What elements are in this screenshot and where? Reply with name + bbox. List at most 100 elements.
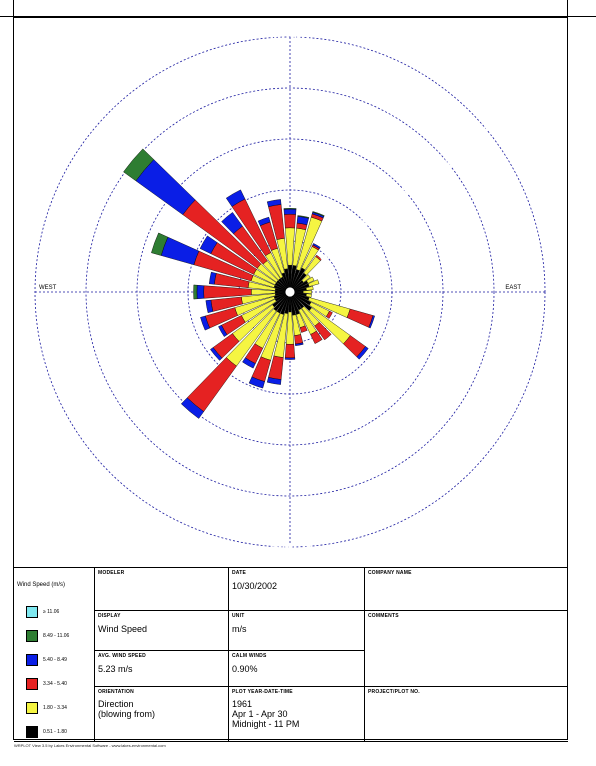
rose-segment <box>283 208 297 215</box>
plot-year-label: PLOT YEAR-DATE-TIME <box>232 689 293 695</box>
display-value: Wind Speed <box>98 624 148 634</box>
legend-swatch <box>26 654 38 666</box>
date-cell: DATE 10/30/2002 <box>228 568 364 611</box>
comments-label: COMMENTS <box>368 613 399 619</box>
calm-value: 0.90% <box>232 664 258 674</box>
rose-axes <box>35 37 545 547</box>
rose-segment <box>284 343 296 359</box>
plot-year-cell: PLOT YEAR-DATE-TIME 1961 Apr 1 - Apr 30 … <box>228 687 364 742</box>
rose-segment <box>180 397 204 419</box>
rose-segment <box>205 299 214 313</box>
rose-segment <box>310 330 323 344</box>
ring-label-5: 15% <box>477 122 506 138</box>
rose-segment <box>368 315 375 329</box>
rose-segment <box>302 290 312 294</box>
rose-segment <box>266 377 282 385</box>
legend-swatch <box>26 630 38 642</box>
rose-segment <box>307 279 320 287</box>
rose-segment <box>221 212 243 235</box>
ring-label-2: 6% <box>360 216 381 232</box>
modeler-label: MODELER <box>98 570 125 576</box>
legend-swatch <box>26 606 38 618</box>
rose-segment <box>225 189 246 207</box>
legend-item: 8.49 - 11.06 <box>26 630 96 644</box>
legend-swatch <box>26 726 38 738</box>
rose-segment <box>257 216 271 226</box>
date-label: DATE <box>232 570 247 576</box>
orientation-line2: (blowing from) <box>98 709 156 719</box>
legend-item: 5.40 - 8.49 <box>26 654 96 668</box>
rose-segment <box>301 274 311 283</box>
rose-segment <box>312 243 321 250</box>
legend-label: ≥ 11.06 <box>43 609 60 615</box>
legend-label: 5.40 - 8.49 <box>43 657 67 663</box>
rose-segment <box>312 211 325 217</box>
direction-label-south: South <box>269 538 312 555</box>
rose-segment <box>208 271 217 285</box>
date-value: 10/30/2002 <box>232 581 278 591</box>
ring-label-3: 9% <box>400 185 421 201</box>
rose-segment <box>305 293 312 298</box>
plot-year-line3: Midnight - 11 PM <box>232 719 300 729</box>
rose-bars <box>123 148 375 419</box>
ring-4 <box>85 87 495 497</box>
ring-label-4: 12% <box>437 153 466 169</box>
orientation-line1: Direction <box>98 699 134 709</box>
legend-label: 0.51 - 1.80 <box>43 729 67 735</box>
avg-speed-value: 5.23 m/s <box>98 664 133 674</box>
rose-segment <box>242 357 256 369</box>
rose-segment <box>299 325 308 333</box>
company-label: COMPANY NAME <box>368 570 412 576</box>
unit-value: m/s <box>232 624 247 634</box>
legend-label: 3.34 - 5.40 <box>43 681 67 687</box>
rose-segment <box>210 347 223 361</box>
rose-segment <box>356 346 369 360</box>
speed-legend: Wind Speed (m/s) ≥ 11.06 8.49 - 11.06 5.40… <box>14 568 94 742</box>
ring-label-1: 3% <box>320 248 341 264</box>
calm-center <box>284 286 296 298</box>
rose-segment <box>200 315 210 331</box>
rose-segment <box>295 342 304 346</box>
rose-segment <box>266 199 282 207</box>
chart-title: April – Newark, NJ <box>24 542 156 559</box>
rose-segment <box>193 284 198 300</box>
wind-rose-chart: WEST EAST North South 3% 6% 9% 12% 15% April… <box>24 30 546 559</box>
rose-segment <box>305 286 314 291</box>
calm-cell: CALM WINDS 0.90% <box>228 651 364 687</box>
page-frame <box>13 17 568 740</box>
legend-label: 1.80 - 3.34 <box>43 705 67 711</box>
legend-title: Wind Speed (m/s) <box>17 582 66 588</box>
ring-percent-labels: 3% 6% 9% 12% 15% <box>320 122 505 264</box>
calm-label: CALM WINDS <box>232 653 267 659</box>
rose-segment <box>297 215 310 219</box>
project-label: PROJECT/PLOT NO. <box>368 689 420 695</box>
legend-item: 0.51 - 1.80 <box>26 726 96 740</box>
rose-segment <box>160 236 200 266</box>
rose-segment <box>199 235 218 254</box>
footer-credit: WRPLOT View 3.5 by Lakes Environmental S… <box>14 743 166 748</box>
avg-speed-cell: AVG. WIND SPEED 5.23 m/s <box>94 651 228 687</box>
rose-segment <box>196 284 205 300</box>
top-band-tick <box>567 0 568 17</box>
legend-label: 8.49 - 11.06 <box>43 633 70 639</box>
orientation-label: ORIENTATION <box>98 689 134 695</box>
top-band <box>0 0 596 17</box>
rose-segment <box>294 334 304 345</box>
comments-cell: COMMENTS <box>364 611 568 687</box>
rose-segment <box>325 310 333 319</box>
rose-segment <box>186 357 237 412</box>
rose-segment <box>284 214 296 229</box>
display-label: DISPLAY <box>98 613 121 619</box>
direction-label-east: EAST <box>505 285 521 291</box>
legend-swatch <box>26 702 38 714</box>
rose-segment <box>248 376 265 389</box>
modeler-cell: MODELER <box>94 568 228 611</box>
info-table: Wind Speed (m/s) ≥ 11.06 8.49 - 11.06 5.40… <box>14 567 568 742</box>
orientation-cell: ORIENTATION Direction (blowing from) <box>94 687 228 742</box>
rose-segment <box>315 254 323 261</box>
rose-segment <box>314 321 332 341</box>
legend-item: 3.34 - 5.40 <box>26 678 96 692</box>
legend-swatch <box>26 678 38 690</box>
rose-segment <box>284 357 296 360</box>
legend-item: ≥ 11.06 <box>26 606 96 620</box>
